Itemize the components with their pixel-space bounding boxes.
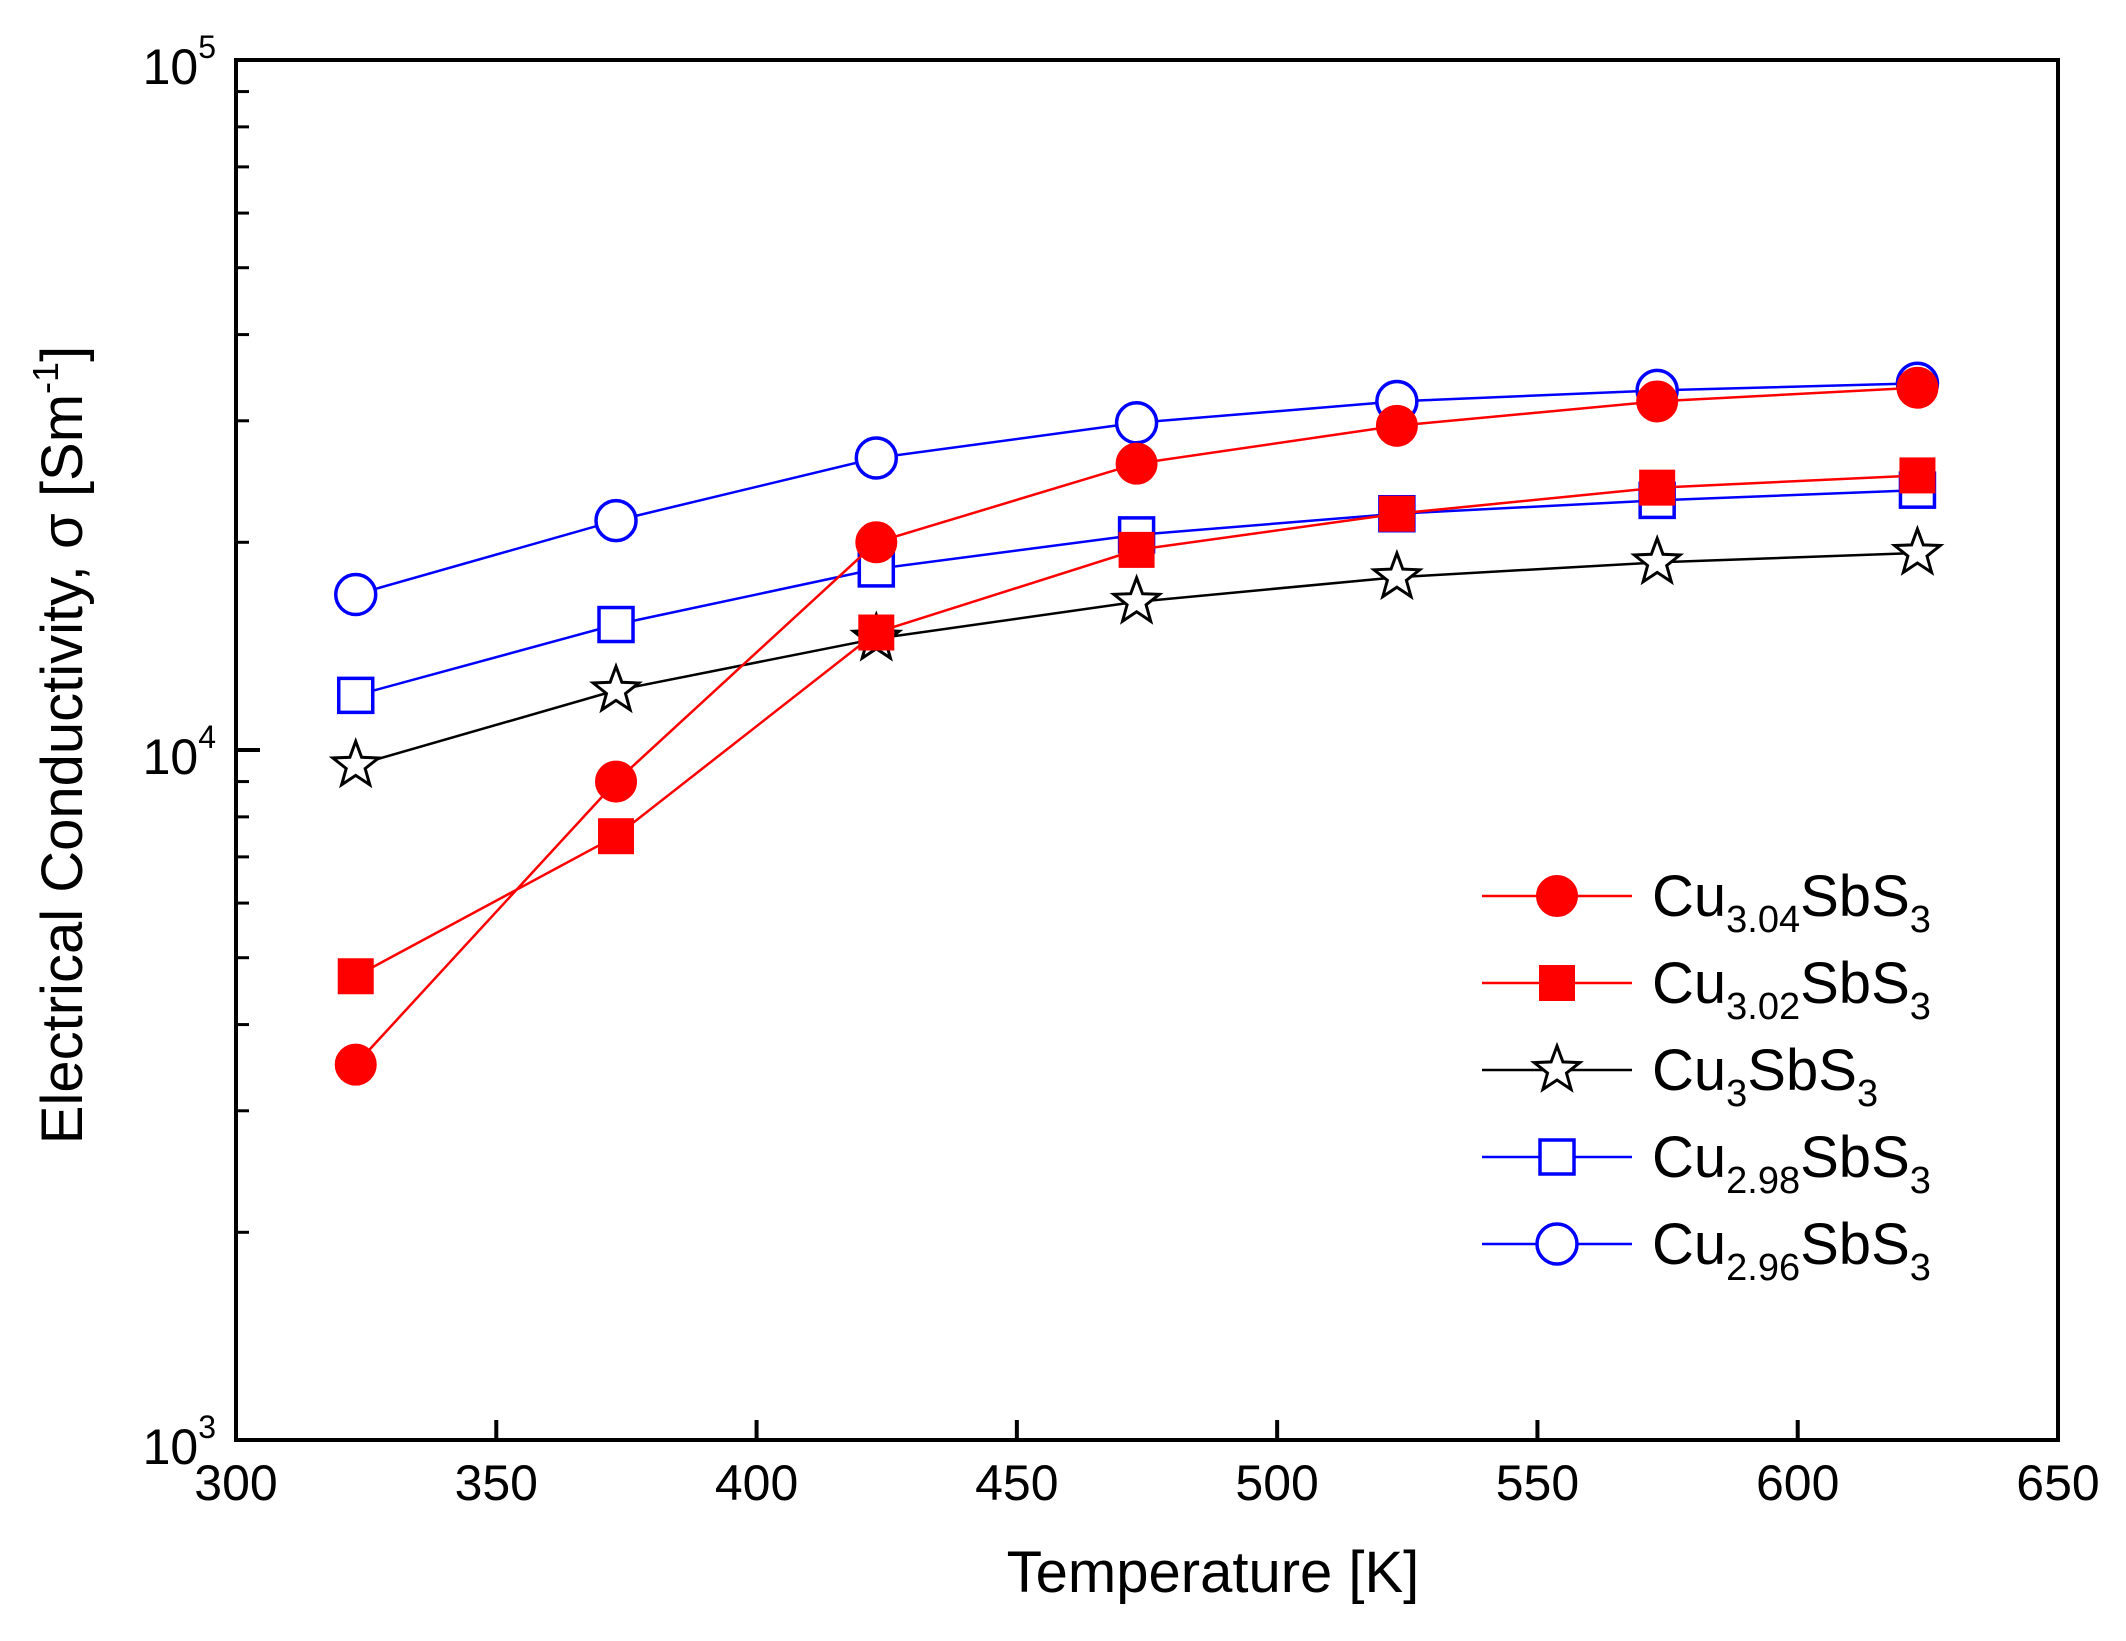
legend-label-Cu3SbS3: Cu3SbS3 [1652, 1038, 1878, 1115]
point-Cu3.04SbS3-473 [1115, 442, 1158, 485]
legend-label-Cu3.02SbS3: Cu3.02SbS3 [1652, 951, 1931, 1028]
point-Cu2.96SbS3-423 [854, 436, 899, 480]
axes-group: 300 350 400 450 500 550 600 650 103 104 105 [143, 29, 2100, 1511]
series-Cu3.02SbS3 [337, 457, 1936, 995]
y-axis-label-main: Electrical Conductivity, σ [Sm [30, 394, 95, 1144]
legend-label-Cu2.98SbS3: Cu2.98SbS3 [1652, 1125, 1931, 1202]
x-tick-label-450: 450 [975, 1455, 1058, 1511]
legend-label-Cu3.04SbS3: Cu3.04SbS3 [1652, 864, 1931, 941]
legend-marker-Cu3.02SbS3 [1539, 965, 1575, 1001]
point-Cu3.04SbS3-373 [595, 760, 638, 803]
point-Cu3.02SbS3-323 [337, 958, 374, 995]
point-Cu3SbS3-623 [1890, 524, 1945, 576]
y-tick-label-100000: 105 [143, 29, 216, 95]
point-Cu3SbS3-323 [328, 737, 383, 789]
y-tick-label-10000: 104 [143, 719, 216, 785]
legend-marker-Cu2.98SbS3 [1538, 1138, 1576, 1176]
point-Cu3.04SbS3-623 [1896, 366, 1939, 409]
series-Cu3.04SbS3 [334, 366, 1939, 1086]
point-Cu2.98SbS3-323 [336, 676, 375, 715]
legend-label-Cu2.96SbS3: Cu2.96SbS3 [1652, 1212, 1931, 1289]
legend-item-Cu3SbS3: Cu3SbS3 [1482, 1038, 1878, 1115]
legend-marker-Cu2.96SbS3 [1535, 1222, 1579, 1266]
point-Cu3.02SbS3-373 [598, 818, 635, 855]
x-tick-label-500: 500 [1235, 1455, 1318, 1511]
y-tick-label-1000: 103 [143, 1409, 216, 1475]
point-Cu3.04SbS3-573 [1636, 380, 1679, 423]
y-axis-label-close: ] [30, 346, 95, 362]
point-Cu3.04SbS3-323 [334, 1043, 377, 1086]
point-Cu2.98SbS3-373 [597, 605, 635, 644]
point-Cu3SbS3-473 [1109, 573, 1164, 625]
point-Cu2.96SbS3-323 [333, 572, 378, 617]
point-Cu2.96SbS3-473 [1114, 401, 1159, 445]
point-Cu3.02SbS3-573 [1639, 469, 1676, 506]
legend-item-Cu2.96SbS3: Cu2.96SbS3 [1482, 1212, 1931, 1289]
x-tick-label-400: 400 [715, 1455, 798, 1511]
x-tick-label-600: 600 [1756, 1455, 1839, 1511]
x-tick-label-350: 350 [455, 1455, 538, 1511]
point-Cu3SbS3-523 [1369, 548, 1424, 601]
legend-marker-Cu3SbS3 [1530, 1041, 1584, 1093]
x-tick-label-650: 650 [2016, 1455, 2099, 1511]
x-tick-label-300: 300 [194, 1455, 277, 1511]
x-tick-label-550: 550 [1496, 1455, 1579, 1511]
legend-item-Cu3.04SbS3: Cu3.04SbS3 [1482, 864, 1931, 941]
point-Cu3SbS3-573 [1630, 534, 1685, 586]
point-Cu3.02SbS3-523 [1378, 495, 1415, 532]
y-axis-label-sup: -1 [25, 362, 66, 394]
legend-item-Cu3.02SbS3: Cu3.02SbS3 [1482, 951, 1931, 1028]
x-axis-label: Temperature [K] [1007, 1540, 1420, 1605]
point-Cu3.02SbS3-623 [1899, 457, 1936, 494]
point-Cu3.04SbS3-423 [855, 521, 898, 564]
y-axis-label: Electrical Conductivity, σ [Sm-1] [25, 346, 95, 1144]
series-group [328, 361, 1945, 1086]
point-Cu3SbS3-373 [589, 662, 643, 714]
svg-text:Electrical Conductivity, σ [Sm: Electrical Conductivity, σ [Sm-1] [25, 346, 95, 1144]
point-Cu3.02SbS3-423 [858, 614, 895, 651]
point-Cu3.04SbS3-523 [1375, 404, 1418, 447]
legend: Cu3.04SbS3 Cu3.02SbS3 Cu3SbS3 Cu2.98SbS3 Cu2… [1482, 864, 1931, 1289]
point-Cu3.02SbS3-473 [1118, 531, 1155, 568]
point-Cu2.96SbS3-373 [594, 498, 638, 543]
legend-item-Cu2.98SbS3: Cu2.98SbS3 [1482, 1125, 1931, 1202]
legend-marker-Cu3.04SbS3 [1536, 875, 1578, 917]
